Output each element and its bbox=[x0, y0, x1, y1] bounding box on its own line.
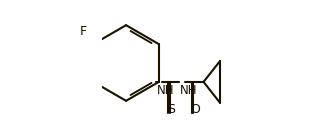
Text: S: S bbox=[167, 103, 175, 116]
Text: O: O bbox=[190, 103, 200, 116]
Text: NH: NH bbox=[157, 84, 174, 97]
Text: NH: NH bbox=[180, 84, 197, 97]
Text: F: F bbox=[80, 25, 87, 38]
